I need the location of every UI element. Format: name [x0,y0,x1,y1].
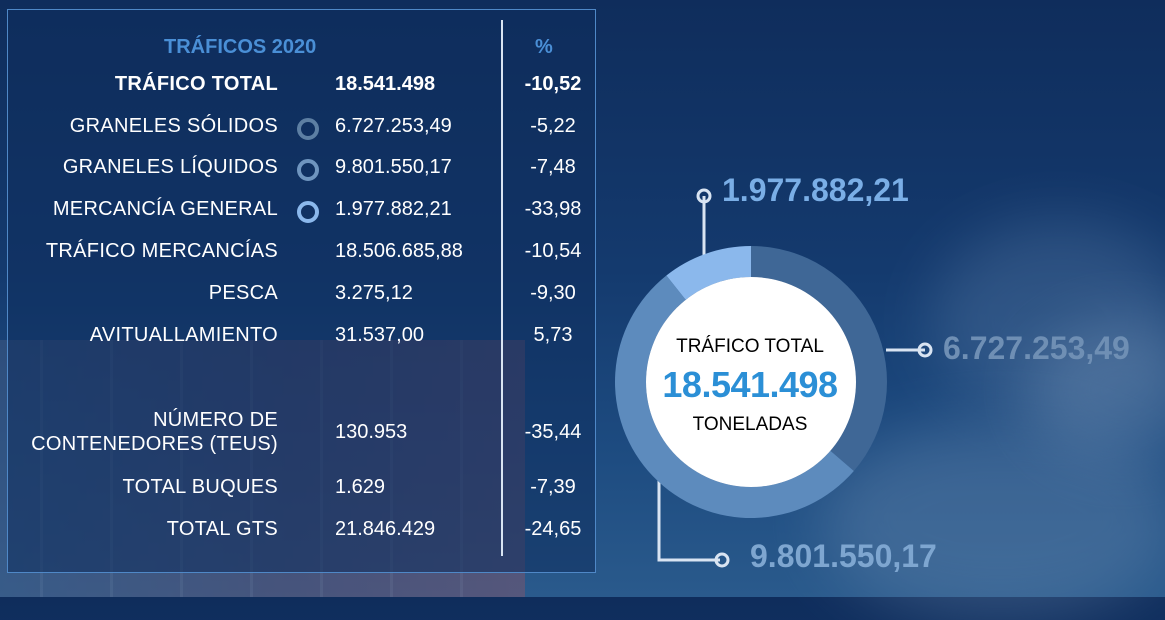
row-value: 18.506.685,88 [335,240,463,262]
donut-chart [615,188,933,568]
background-cloud [930,220,1165,420]
table-row: TRÁFICO MERCANCÍAS 18.506.685,88 -10,54 [8,240,608,280]
row-label: MERCANCÍA GENERAL [52,198,278,220]
row-pct: -5,22 [530,115,576,137]
background-cloud [1030,320,1165,460]
row-value: 6.727.253,49 [335,115,452,137]
row-value: 31.537,00 [335,324,424,346]
table-row: PESCA 3.275,12 -9,30 [8,282,608,322]
table-row: GRANELES LÍQUIDOS 9.801.550,17 -7,48 [8,156,608,196]
callout-graneles-liquidos: 9.801.550,17 [750,538,937,574]
row-label: TRÁFICO MERCANCÍAS [45,240,278,262]
row-value: 18.541.498 [335,73,436,95]
row-label: TOTAL GTS [166,518,278,540]
row-value: 3.275,12 [335,282,413,304]
chart-center-title: TRÁFICO TOTAL [676,336,824,357]
table-row: GRANELES SÓLIDOS 6.727.253,49 -5,22 [8,115,608,155]
background-cloud [820,420,1165,620]
row-pct: -10,52 [524,73,582,95]
row-pct: -24,65 [524,518,582,540]
row-label: TOTAL BUQUES [122,476,278,498]
row-label: GRANELES LÍQUIDOS [62,156,278,178]
connector-line [657,480,720,562]
table-row: NÚMERO DE CONTENEDORES (TEUS) 130.953 -3… [8,408,608,458]
mercancia-general-marker-icon [297,201,319,223]
row-label: TRÁFICO TOTAL [114,73,278,95]
chart-center-unit: TONELADAS [692,414,808,435]
column-divider [501,20,503,556]
chart-center-value: 18.541.498 [662,364,838,405]
donut-center [646,277,856,487]
connector-dot-icon [696,188,712,204]
row-value: 1.977.882,21 [335,198,452,220]
callout-graneles-solidos: 6.727.253,49 [943,330,1130,366]
row-label: AVITUALLAMIENTO [89,324,278,346]
row-pct: 5,73 [533,324,573,346]
table-header-label: TRÁFICOS 2020 [164,36,317,58]
row-pct: -7,39 [530,476,576,498]
row-value: 21.846.429 [335,518,436,540]
table-row: TRÁFICO TOTAL 18.541.498 -10,52 [8,73,608,113]
row-pct: -10,54 [524,240,582,262]
donut-slice [751,246,887,471]
row-pct: -7,48 [530,156,576,178]
table-row: TOTAL GTS 21.846.429 -24,65 [8,518,608,558]
row-value: 9.801.550,17 [335,156,452,178]
row-label: GRANELES SÓLIDOS [69,115,278,137]
connector-dot-icon [714,552,730,568]
table-row: TOTAL BUQUES 1.629 -7,39 [8,476,608,516]
traffic-table: TRÁFICOS 2020 % TRÁFICO TOTAL 18.541.498… [7,9,596,573]
row-label: PESCA [208,282,278,304]
row-pct: -9,30 [530,282,576,304]
table-row: AVITUALLAMIENTO 31.537,00 5,73 [8,324,608,364]
table-row: MERCANCÍA GENERAL 1.977.882,21 -33,98 [8,198,608,238]
row-pct: -35,44 [524,421,582,443]
table-header-pct: % [535,36,553,58]
row-value: 130.953 [335,421,408,443]
row-value: 1.629 [335,476,386,498]
donut-slice [615,275,854,519]
donut-slice [666,246,751,300]
row-pct: -33,98 [524,198,582,220]
graneles-liquidos-marker-icon [297,159,319,181]
row-label: NÚMERO DE CONTENEDORES (TEUS) [31,409,278,455]
connector-dot-icon [917,342,933,358]
callout-mercancia-general: 1.977.882,21 [722,172,909,208]
graneles-solidos-marker-icon [297,118,319,140]
